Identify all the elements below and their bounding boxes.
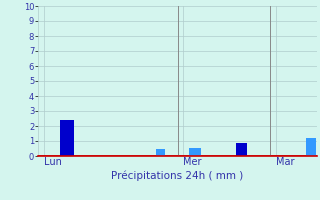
Bar <box>60 120 74 156</box>
X-axis label: Précipitations 24h ( mm ): Précipitations 24h ( mm ) <box>111 170 244 181</box>
Bar <box>306 138 316 156</box>
Bar <box>156 148 165 156</box>
Bar <box>236 142 247 156</box>
Bar <box>189 148 201 156</box>
